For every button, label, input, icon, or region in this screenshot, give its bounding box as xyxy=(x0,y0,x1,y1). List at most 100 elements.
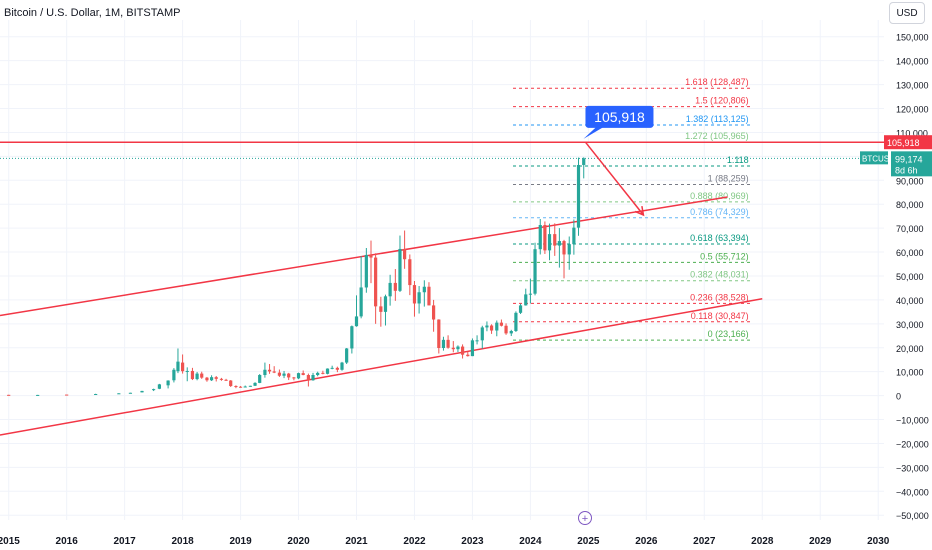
candle xyxy=(340,362,344,370)
price-marker-label: 105,918 xyxy=(887,138,920,148)
candle xyxy=(345,348,349,363)
x-tick-label: 2023 xyxy=(461,536,484,547)
add-marker-icon: + xyxy=(582,513,588,525)
candle xyxy=(576,164,581,228)
x-tick-label: 2020 xyxy=(287,536,310,547)
candle xyxy=(514,312,518,332)
candle xyxy=(94,394,98,396)
callout-label: 105,918 xyxy=(594,109,645,125)
candle xyxy=(316,372,320,376)
fib-level-label: 0.382 (48,031) xyxy=(690,270,749,280)
candle xyxy=(172,369,176,381)
candle xyxy=(547,234,552,251)
candle xyxy=(36,394,40,396)
x-tick-label: 2017 xyxy=(114,536,137,547)
candle xyxy=(393,282,397,291)
y-tick-label: 10,000 xyxy=(896,368,924,378)
y-tick-label: 90,000 xyxy=(896,176,924,186)
x-tick-label: 2024 xyxy=(519,536,542,547)
candle xyxy=(243,386,247,388)
candle xyxy=(533,249,537,294)
candle xyxy=(480,327,484,341)
candle xyxy=(446,339,450,348)
candle xyxy=(224,379,228,381)
channel-lower-line[interactable] xyxy=(0,297,763,436)
candle xyxy=(437,319,441,348)
candle xyxy=(582,158,586,165)
y-tick-label: 40,000 xyxy=(896,296,924,306)
currency-button[interactable]: USD xyxy=(889,2,925,24)
candle xyxy=(7,394,11,396)
projection-arrow[interactable] xyxy=(584,141,645,216)
add-marker-button[interactable] xyxy=(578,511,592,525)
y-tick-label: −40,000 xyxy=(896,487,929,497)
candle xyxy=(466,354,470,357)
callout-box[interactable] xyxy=(585,105,654,128)
candle xyxy=(475,340,479,342)
y-tick-label: 60,000 xyxy=(896,248,924,258)
y-tick-label: 150,000 xyxy=(896,33,929,43)
y-tick-label: −10,000 xyxy=(896,416,929,426)
candle xyxy=(277,372,282,376)
candle xyxy=(176,361,180,372)
candle xyxy=(200,373,204,378)
candle xyxy=(567,244,571,255)
candle xyxy=(422,286,426,293)
x-tick-label: 2028 xyxy=(751,536,774,547)
y-tick-label: 140,000 xyxy=(896,57,929,67)
channel-upper-line[interactable] xyxy=(0,196,728,317)
candle xyxy=(538,225,542,250)
candle xyxy=(412,285,417,304)
candle xyxy=(431,305,436,320)
symbol-label: BTCUSD xyxy=(862,154,895,163)
candle xyxy=(238,386,243,388)
candle xyxy=(383,296,388,312)
candle xyxy=(504,325,508,334)
candle xyxy=(267,369,272,372)
candle xyxy=(335,367,339,370)
candle xyxy=(292,377,296,379)
candle xyxy=(65,394,69,396)
candle xyxy=(553,234,557,246)
symbol-badge xyxy=(860,151,888,165)
candle xyxy=(518,305,523,313)
candle xyxy=(441,339,446,348)
candle xyxy=(272,371,276,373)
candle xyxy=(524,294,528,306)
candle xyxy=(374,257,378,307)
candle xyxy=(354,316,359,327)
candle xyxy=(398,248,402,291)
candle xyxy=(562,241,566,255)
candle xyxy=(296,373,301,379)
fib-level-label: 1.618 (128,487) xyxy=(685,77,749,87)
candle xyxy=(205,377,209,381)
candle xyxy=(180,362,185,372)
y-tick-label: 30,000 xyxy=(896,320,924,330)
projection-arrow-head xyxy=(634,205,645,217)
y-tick-label: 120,000 xyxy=(896,105,929,115)
candle xyxy=(248,385,253,387)
current-price-marker xyxy=(891,151,932,177)
fib-level-label: 0 (23,166) xyxy=(708,329,749,339)
x-tick-label: 2026 xyxy=(635,536,658,547)
y-tick-label: 70,000 xyxy=(896,224,924,234)
candle xyxy=(166,380,170,386)
candle xyxy=(528,293,532,295)
fib-level-label: 1 (88,259) xyxy=(708,173,749,183)
candle xyxy=(369,254,373,258)
candle xyxy=(451,347,455,350)
fib-level-label: 0.786 (74,329) xyxy=(690,207,749,217)
y-tick-label: 0 xyxy=(896,392,901,402)
callout-pointer xyxy=(583,125,606,139)
fib-level-label: 1.382 (113,125) xyxy=(686,114,749,124)
candle xyxy=(258,375,262,383)
y-tick-label: 50,000 xyxy=(896,272,924,282)
candle xyxy=(379,306,383,312)
candle xyxy=(128,392,133,394)
y-tick-label: 110,000 xyxy=(896,128,928,138)
y-tick-label: 80,000 xyxy=(896,200,924,210)
candle xyxy=(403,248,407,260)
x-tick-label: 2027 xyxy=(693,536,716,547)
y-tick-label: 20,000 xyxy=(896,344,924,354)
